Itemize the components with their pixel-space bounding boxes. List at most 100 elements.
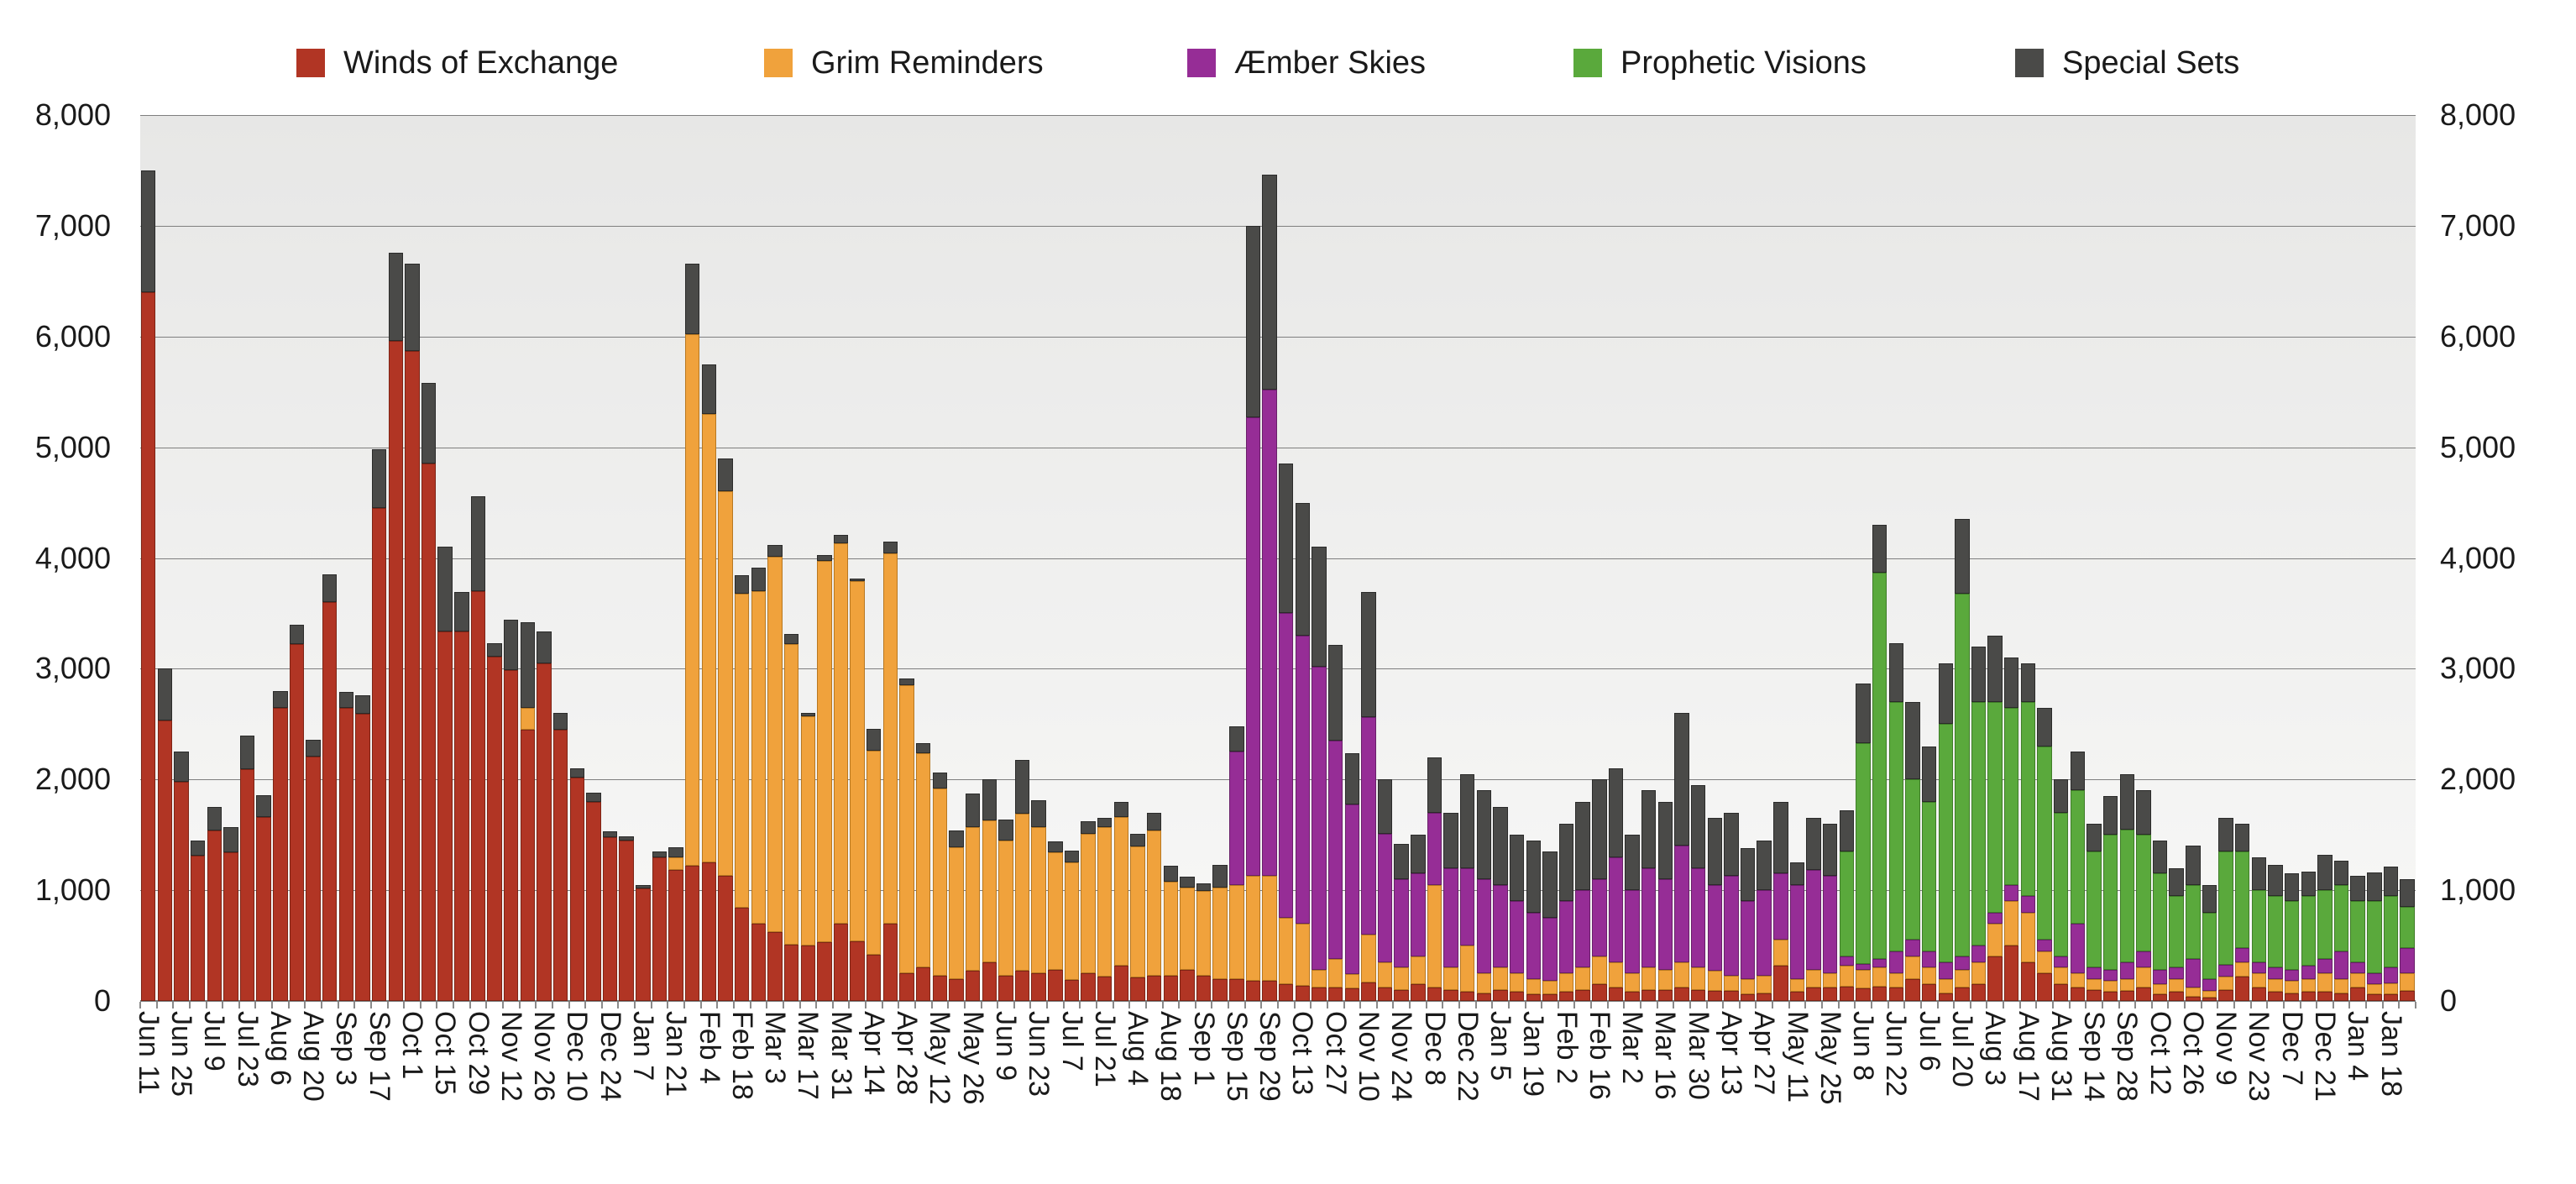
x-axis-tick	[831, 1002, 834, 1008]
bar-segment-winds-of-exchange	[2186, 996, 2201, 1001]
bar-Nov 16	[2234, 824, 2250, 1001]
x-tick-label-Dec 10: Dec 10	[561, 1011, 594, 1102]
bar-segment-winds-of-exchange	[2086, 989, 2102, 1001]
bar-segment-grim-reminders	[2400, 973, 2415, 992]
bar-segment-grim-reminders	[1987, 923, 2003, 957]
bar-Apr 7	[850, 578, 865, 1001]
bar-segment-winds-of-exchange	[487, 656, 502, 1001]
bar-segment-winds-of-exchange	[223, 852, 238, 1001]
bar-Sep 10	[355, 695, 370, 1001]
bar-segment-special-sets	[2251, 857, 2267, 891]
bar-segment-winds-of-exchange	[1740, 994, 1756, 1001]
x-axis-tick	[1936, 1002, 1939, 1008]
bar-Nov 10	[1361, 592, 1376, 1001]
bar-segment-special-sets	[1888, 643, 1904, 702]
bar-segment--mber-skies	[2284, 970, 2300, 982]
bar-segment-special-sets	[289, 624, 305, 645]
bar-Aug 11	[1146, 812, 1162, 1001]
bar-segment-winds-of-exchange	[273, 707, 288, 1001]
bar-segment-prophetic-visions	[2301, 895, 2316, 966]
x-tick-label-Feb 2: Feb 2	[1550, 1011, 1583, 1084]
bar-Aug 17	[2020, 663, 2036, 1001]
bar-segment-winds-of-exchange	[1394, 989, 1409, 1001]
bar-segment-special-sets	[1245, 225, 1261, 418]
x-tick-label-Oct 26: Oct 26	[2176, 1011, 2209, 1096]
x-axis-tick	[766, 1002, 768, 1008]
x-axis-tick	[469, 1002, 471, 1008]
bar-segment-special-sets	[2086, 824, 2102, 851]
bar-segment-grim-reminders	[2218, 977, 2233, 990]
bar-segment--mber-skies	[2383, 967, 2399, 983]
bar-Dec 17	[586, 793, 601, 1001]
x-axis-tick	[997, 1002, 999, 1008]
x-axis-tick	[321, 1002, 322, 1008]
bar-segment-grim-reminders	[1081, 833, 1096, 974]
bar-segment-grim-reminders	[1921, 967, 1937, 985]
bar-Oct 6	[1279, 464, 1294, 1001]
bar-Feb 11	[718, 458, 733, 1001]
bar-Mar 23	[1674, 713, 1689, 1001]
bar-May 4	[1773, 801, 1788, 1001]
x-axis-tick	[1079, 1002, 1081, 1008]
bar-segment-winds-of-exchange	[2136, 988, 2151, 1001]
bar-segment-grim-reminders	[1526, 978, 1541, 995]
x-axis-tick	[667, 1002, 669, 1008]
bar-segment-special-sets	[1279, 464, 1294, 614]
bar-Dec 21	[2317, 854, 2333, 1001]
bar-segment-winds-of-exchange	[1938, 993, 1953, 1001]
x-axis-tick	[1194, 1002, 1196, 1008]
bar-segment-special-sets	[1146, 812, 1162, 830]
bar-segment-grim-reminders	[817, 560, 832, 943]
bar-segment-special-sets	[322, 574, 338, 603]
bar-segment-winds-of-exchange	[932, 975, 948, 1001]
bar-segment-special-sets	[1905, 701, 1920, 780]
x-tick-label-Oct 13: Oct 13	[1286, 1011, 1319, 1096]
x-axis-tick	[386, 1002, 389, 1008]
x-axis-tick	[1573, 1002, 1576, 1008]
bar-segment-winds-of-exchange	[2037, 973, 2052, 1001]
x-axis-tick	[2167, 1002, 2170, 1008]
bar-segment--mber-skies	[1295, 635, 1311, 924]
bar-segment-special-sets	[1757, 840, 1772, 891]
bar-segment-special-sets	[1460, 773, 1475, 868]
bar-segment--mber-skies	[1806, 870, 1821, 971]
x-axis-tick	[2348, 1002, 2351, 1008]
bar-segment--mber-skies	[1839, 956, 1855, 966]
bar-Nov 23	[2251, 857, 2267, 1001]
bar-Feb 2	[1558, 824, 1574, 1001]
bar-segment-grim-reminders	[2086, 978, 2102, 990]
bar-Aug 6	[273, 690, 288, 1001]
bar-Jun 22	[1888, 643, 1904, 1001]
bar-segment-grim-reminders	[1888, 973, 1904, 988]
bar-segment-winds-of-exchange	[355, 714, 370, 1001]
bar-segment-grim-reminders	[1938, 978, 1953, 993]
x-axis-tick	[1590, 1002, 1593, 1008]
bar-segment-winds-of-exchange	[421, 464, 437, 1001]
bar-segment-grim-reminders	[1707, 971, 1723, 992]
bar-Oct 19	[2169, 867, 2184, 1001]
x-axis-tick	[1887, 1002, 1889, 1008]
bar-segment-winds-of-exchange	[1509, 992, 1525, 1001]
bar-segment-winds-of-exchange	[388, 341, 403, 1001]
bar-segment-special-sets	[2234, 824, 2250, 851]
bar-segment-prophetic-visions	[2169, 895, 2184, 968]
x-axis-tick	[2051, 1002, 2054, 1008]
x-axis-tick	[848, 1002, 851, 1008]
bar-segment-winds-of-exchange	[2202, 998, 2217, 1001]
bar-segment-special-sets	[1558, 824, 1574, 902]
bar-segment-grim-reminders	[2004, 901, 2019, 946]
bar-Apr 6	[1707, 818, 1723, 1001]
bar-segment-special-sets	[850, 578, 865, 582]
bar-segment-grim-reminders	[850, 581, 865, 941]
bar-segment--mber-skies	[2301, 965, 2316, 979]
x-axis-tick	[2415, 1002, 2416, 1008]
bar-segment-winds-of-exchange	[2102, 992, 2118, 1001]
x-tick-label-Oct 1: Oct 1	[396, 1011, 429, 1080]
bar-Oct 12	[2152, 840, 2168, 1001]
bar-Aug 18	[1163, 866, 1178, 1001]
bar-segment-special-sets	[1081, 821, 1096, 834]
bar-segment-grim-reminders	[867, 750, 882, 955]
bar-segment-grim-reminders	[1971, 961, 1987, 985]
bar-Feb 23	[1608, 768, 1624, 1001]
bar-segment-winds-of-exchange	[1773, 965, 1788, 1001]
